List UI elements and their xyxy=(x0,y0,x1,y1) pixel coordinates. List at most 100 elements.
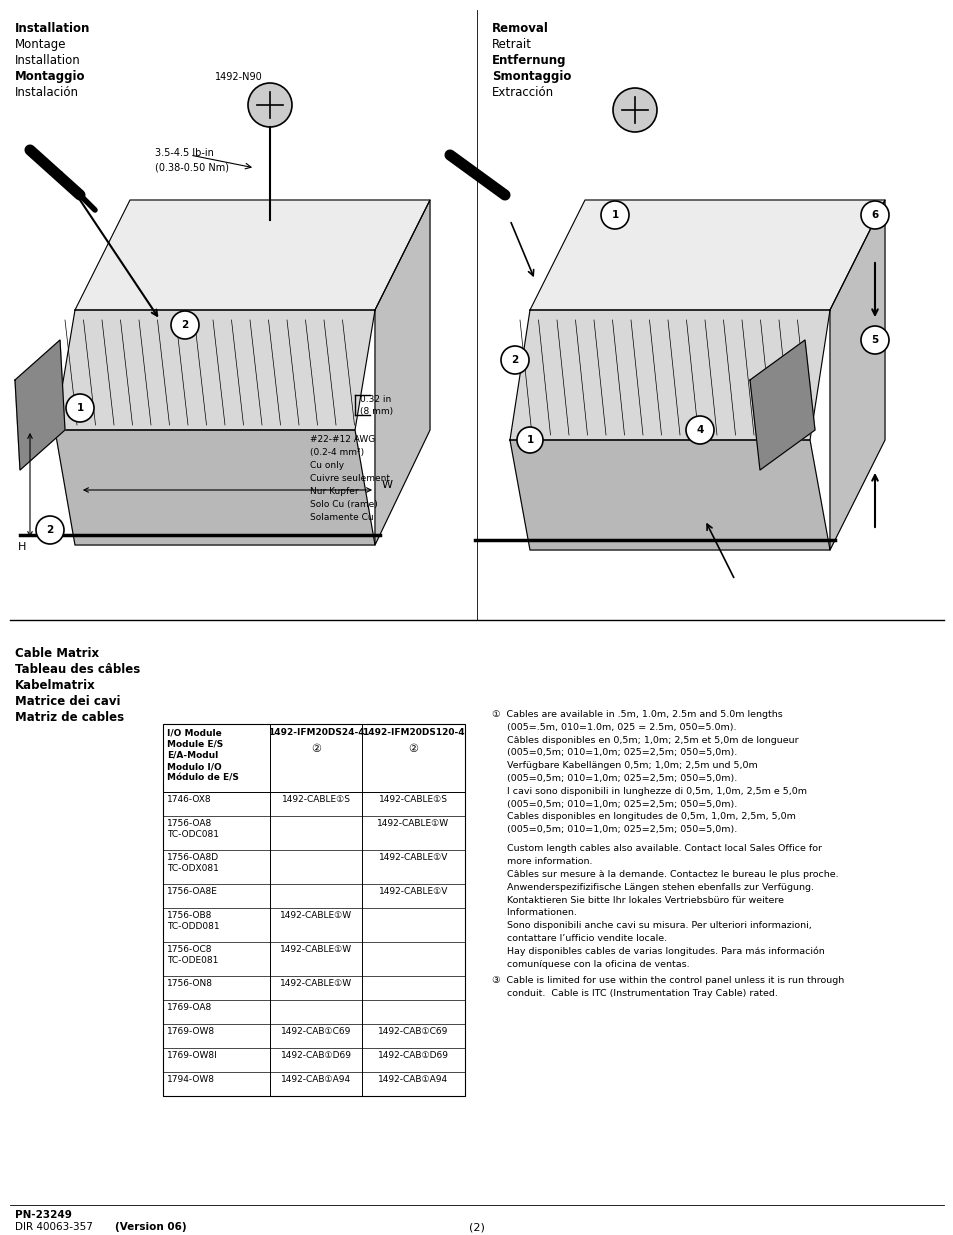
Text: 1492-IFM20DS24-4: 1492-IFM20DS24-4 xyxy=(268,727,364,737)
Circle shape xyxy=(613,88,657,132)
Text: PN-23249: PN-23249 xyxy=(15,1210,71,1220)
Text: 4: 4 xyxy=(696,425,703,435)
Polygon shape xyxy=(375,200,430,545)
Text: 1746-OX8: 1746-OX8 xyxy=(167,795,212,804)
Text: Câbles disponibles en 0,5m; 1,0m; 2,5m et 5,0m de longueur: Câbles disponibles en 0,5m; 1,0m; 2,5m e… xyxy=(492,736,798,745)
Text: Smontaggio: Smontaggio xyxy=(492,70,571,83)
Text: 1492-CABLE①W: 1492-CABLE①W xyxy=(279,911,352,920)
Text: 1492-CAB①D69: 1492-CAB①D69 xyxy=(377,1051,449,1060)
Text: Cable Matrix: Cable Matrix xyxy=(15,647,99,659)
Text: 1756-ON8: 1756-ON8 xyxy=(167,979,213,988)
Circle shape xyxy=(861,326,888,354)
Text: Installation: Installation xyxy=(15,22,91,35)
Circle shape xyxy=(248,83,292,127)
Text: (0.38-0.50 Nm): (0.38-0.50 Nm) xyxy=(154,162,229,172)
Bar xyxy=(163,724,464,1095)
Circle shape xyxy=(685,416,713,445)
Circle shape xyxy=(66,394,94,422)
Text: 2: 2 xyxy=(181,320,189,330)
Text: Retrait: Retrait xyxy=(492,38,532,51)
Text: I cavi sono disponibili in lunghezze di 0,5m, 1,0m, 2,5m e 5,0m: I cavi sono disponibili in lunghezze di … xyxy=(492,787,806,795)
Text: 1794-OW8: 1794-OW8 xyxy=(167,1074,214,1084)
Text: (005=0,5m; 010=1,0m; 025=2,5m; 050=5,0m).: (005=0,5m; 010=1,0m; 025=2,5m; 050=5,0m)… xyxy=(492,774,737,783)
Polygon shape xyxy=(510,310,829,440)
Text: Solamente Cu: Solamente Cu xyxy=(310,513,374,522)
Text: 1: 1 xyxy=(611,210,618,220)
Polygon shape xyxy=(530,200,884,310)
Text: 1492-CAB①C69: 1492-CAB①C69 xyxy=(378,1028,448,1036)
Text: 5: 5 xyxy=(870,335,878,345)
Text: Matriz de cables: Matriz de cables xyxy=(15,711,124,724)
Text: 1492-N90: 1492-N90 xyxy=(214,72,262,82)
Circle shape xyxy=(171,311,199,338)
Text: more information.: more information. xyxy=(492,857,592,866)
Text: Matrice dei cavi: Matrice dei cavi xyxy=(15,695,120,708)
Circle shape xyxy=(517,427,542,453)
Text: Montaggio: Montaggio xyxy=(15,70,86,83)
Text: Cu only: Cu only xyxy=(310,461,344,471)
Polygon shape xyxy=(749,340,814,471)
Text: Hay disponibles cables de varias longitudes. Para más información: Hay disponibles cables de varias longitu… xyxy=(492,947,824,956)
Text: Cuivre seulement: Cuivre seulement xyxy=(310,474,390,483)
Circle shape xyxy=(36,516,64,543)
Text: contattare l’ufficio vendite locale.: contattare l’ufficio vendite locale. xyxy=(492,934,666,944)
Text: 1492-IFM20DS120-4: 1492-IFM20DS120-4 xyxy=(362,727,464,737)
Text: Instalación: Instalación xyxy=(15,86,79,99)
Text: Câbles sur mesure à la demande. Contactez le bureau le plus proche.: Câbles sur mesure à la demande. Contacte… xyxy=(492,869,838,879)
Text: 1769-OW8I: 1769-OW8I xyxy=(167,1051,217,1060)
Text: (2): (2) xyxy=(469,1221,484,1233)
Text: Informationen.: Informationen. xyxy=(492,909,577,918)
Text: Kontaktieren Sie bitte Ihr lokales Vertriebsbüro für weitere: Kontaktieren Sie bitte Ihr lokales Vertr… xyxy=(492,895,783,904)
Text: 1492-CABLE①W: 1492-CABLE①W xyxy=(279,979,352,988)
Polygon shape xyxy=(55,310,375,430)
Text: 1756-OB8
TC-ODD081: 1756-OB8 TC-ODD081 xyxy=(167,911,219,931)
Text: (Version 06): (Version 06) xyxy=(115,1221,187,1233)
Text: (005=.5m, 010=1.0m, 025 = 2.5m, 050=5.0m).: (005=.5m, 010=1.0m, 025 = 2.5m, 050=5.0m… xyxy=(492,722,736,732)
Polygon shape xyxy=(55,430,375,545)
Circle shape xyxy=(500,346,529,374)
Text: ②: ② xyxy=(311,743,320,755)
Text: #22-#12 AWG: #22-#12 AWG xyxy=(310,435,375,445)
Text: Anwenderspezifizifische Längen stehen ebenfalls zur Verfügung.: Anwenderspezifizifische Längen stehen eb… xyxy=(492,883,813,892)
Text: (8 mm): (8 mm) xyxy=(359,408,393,416)
Text: Extracción: Extracción xyxy=(492,86,554,99)
Text: 1769-OA8: 1769-OA8 xyxy=(167,1003,212,1011)
Circle shape xyxy=(600,201,628,228)
Text: ③  Cable is limited for use within the control panel unless it is run through: ③ Cable is limited for use within the co… xyxy=(492,976,843,986)
Text: Tableau des câbles: Tableau des câbles xyxy=(15,663,140,676)
Text: (005=0,5m; 010=1,0m; 025=2,5m; 050=5,0m).: (005=0,5m; 010=1,0m; 025=2,5m; 050=5,0m)… xyxy=(492,748,737,757)
Text: 1492-CAB①A94: 1492-CAB①A94 xyxy=(280,1074,351,1084)
Text: Montage: Montage xyxy=(15,38,67,51)
Text: Removal: Removal xyxy=(492,22,548,35)
Text: 1756-OA8
TC-ODC081: 1756-OA8 TC-ODC081 xyxy=(167,819,219,839)
Text: Cables disponibles en longitudes de 0,5m, 1,0m, 2,5m, 5,0m: Cables disponibles en longitudes de 0,5m… xyxy=(492,813,795,821)
Text: 1492-CABLE①S: 1492-CABLE①S xyxy=(378,795,448,804)
Text: 1492-CABLE①V: 1492-CABLE①V xyxy=(378,853,448,862)
Text: 6: 6 xyxy=(870,210,878,220)
Polygon shape xyxy=(15,340,65,471)
Text: Custom length cables also available. Contact local Sales Office for: Custom length cables also available. Con… xyxy=(492,845,821,853)
Text: 0.32 in: 0.32 in xyxy=(359,395,391,404)
Text: 2: 2 xyxy=(511,354,518,366)
Text: 1492-CAB①C69: 1492-CAB①C69 xyxy=(280,1028,351,1036)
Text: I/O Module
Module E/S
E/A-Modul
Modulo I/O
Módulo de E/S: I/O Module Module E/S E/A-Modul Modulo I… xyxy=(167,727,238,783)
Text: 1492-CAB①A94: 1492-CAB①A94 xyxy=(378,1074,448,1084)
Text: (005=0,5m; 010=1,0m; 025=2,5m; 050=5,0m).: (005=0,5m; 010=1,0m; 025=2,5m; 050=5,0m)… xyxy=(492,799,737,809)
Text: W: W xyxy=(381,480,393,490)
Polygon shape xyxy=(829,200,884,550)
Text: 1492-CABLE①W: 1492-CABLE①W xyxy=(377,819,449,827)
Text: ②: ② xyxy=(408,743,418,755)
Text: 1492-CAB①D69: 1492-CAB①D69 xyxy=(280,1051,351,1060)
Text: 1769-OW8: 1769-OW8 xyxy=(167,1028,214,1036)
Text: Verfügbare Kabellängen 0,5m; 1,0m; 2,5m und 5,0m: Verfügbare Kabellängen 0,5m; 1,0m; 2,5m … xyxy=(492,761,757,771)
Text: Kabelmatrix: Kabelmatrix xyxy=(15,679,95,692)
Text: DIR 40063-357: DIR 40063-357 xyxy=(15,1221,96,1233)
Text: 1492-CABLE①V: 1492-CABLE①V xyxy=(378,887,448,897)
Text: 2: 2 xyxy=(47,525,53,535)
Text: 1: 1 xyxy=(526,435,533,445)
Text: 3.5-4.5 lb-in: 3.5-4.5 lb-in xyxy=(154,148,213,158)
Text: 1756-OA8D
TC-ODX081: 1756-OA8D TC-ODX081 xyxy=(167,853,219,873)
Text: (0.2-4 mm²): (0.2-4 mm²) xyxy=(310,448,364,457)
Text: ①  Cables are available in .5m, 1.0m, 2.5m and 5.0m lengths: ① Cables are available in .5m, 1.0m, 2.5… xyxy=(492,710,781,719)
Text: Sono disponibili anche cavi su misura. Per ulteriori informazioni,: Sono disponibili anche cavi su misura. P… xyxy=(492,921,811,930)
